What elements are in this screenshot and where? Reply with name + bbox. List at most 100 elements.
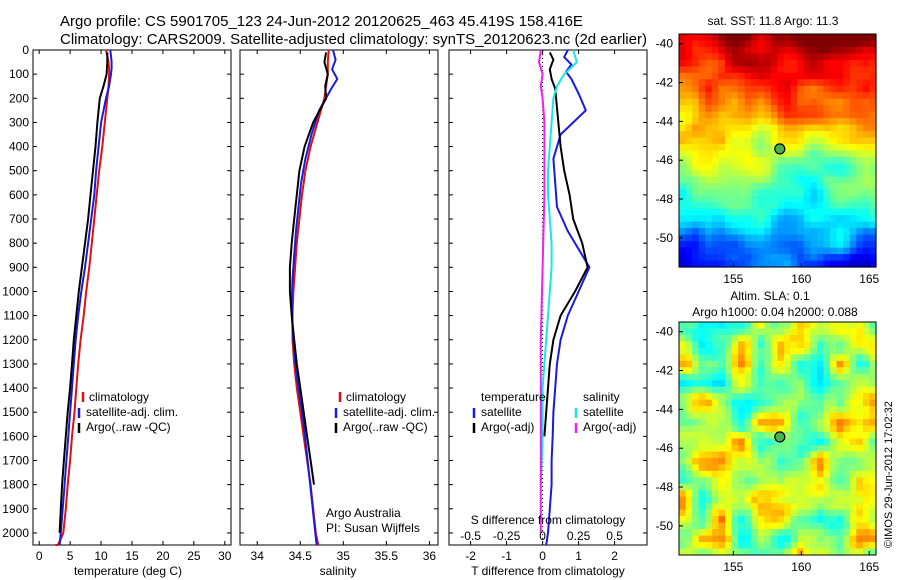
map-cell — [705, 406, 713, 414]
map-cell — [718, 380, 726, 388]
map-cell — [803, 40, 811, 48]
map-cell — [784, 247, 792, 255]
map-cell — [744, 53, 752, 61]
map-cell — [856, 46, 864, 55]
map-cell — [698, 529, 706, 537]
map-cell — [698, 241, 706, 249]
map-cell — [698, 516, 706, 524]
map-cell — [738, 105, 746, 113]
map-cell — [718, 483, 726, 491]
map-cell — [856, 477, 864, 485]
map-cell — [751, 150, 759, 158]
map-cell — [823, 328, 831, 336]
map-cell — [784, 163, 792, 171]
map-cell — [738, 516, 746, 524]
map-cell — [823, 111, 831, 119]
map-cell — [790, 354, 798, 362]
map-cell — [803, 247, 811, 255]
map-cell — [770, 522, 779, 530]
map-cell — [803, 490, 811, 498]
map-cell — [757, 111, 765, 119]
map-cell — [705, 328, 713, 336]
map-cell — [777, 457, 785, 465]
map-cell — [869, 176, 877, 184]
map-cell — [784, 34, 792, 42]
map-cell — [757, 234, 765, 242]
map-cell — [685, 202, 693, 210]
map-cell — [724, 228, 733, 236]
map-cell — [816, 457, 825, 465]
map-cell — [843, 241, 851, 249]
map-cell — [698, 444, 706, 453]
map-cell — [823, 470, 831, 478]
map-cell — [718, 169, 726, 177]
map-cell — [738, 483, 746, 491]
map-cell — [803, 182, 811, 190]
map-cell — [777, 163, 785, 171]
lat-tick-label: -46 — [656, 441, 674, 455]
map-cell — [836, 477, 844, 485]
map-cell — [823, 522, 831, 530]
map-cell — [711, 548, 719, 556]
map-cell — [770, 195, 779, 203]
map-cell — [784, 516, 792, 524]
map-cell — [764, 202, 772, 210]
map-cell — [856, 189, 864, 197]
map-cell — [797, 444, 805, 453]
map-cell — [731, 85, 739, 93]
map-cell — [797, 438, 805, 446]
map-cell — [823, 516, 831, 524]
map-cell — [849, 490, 857, 498]
map-cell — [830, 118, 838, 126]
map-cell — [751, 483, 759, 491]
map-cell — [830, 131, 838, 139]
map-cell — [777, 208, 785, 216]
map-cell — [862, 228, 871, 236]
difference-legend: temperature salinity satellite satellite… — [472, 390, 636, 434]
map-cell — [816, 34, 825, 42]
map-cell — [738, 419, 746, 427]
map-cell — [698, 124, 706, 132]
map-cell — [679, 464, 687, 472]
map-cell — [757, 529, 765, 537]
map-cell — [784, 373, 792, 381]
map-cell — [777, 386, 785, 394]
map-cell — [718, 189, 726, 197]
map-cell — [784, 367, 792, 375]
map-cell — [843, 334, 851, 343]
map-cell — [803, 328, 811, 336]
map-cell — [770, 490, 779, 498]
map-cell — [757, 59, 765, 67]
map-cell — [711, 208, 719, 216]
map-cell — [869, 34, 877, 42]
map-cell — [862, 380, 871, 388]
diff-top-label: S difference from climatology — [471, 513, 626, 527]
map-cell — [797, 347, 805, 355]
map-cell — [843, 182, 851, 190]
map-cell — [849, 354, 857, 362]
map-cell — [744, 529, 752, 537]
map-cell — [692, 438, 700, 446]
map-cell — [797, 542, 805, 550]
map-cell — [777, 46, 785, 55]
map-cell — [869, 354, 877, 362]
map-cell — [823, 66, 831, 74]
map-cell — [679, 72, 687, 80]
map-cell — [803, 66, 811, 74]
map-cell — [698, 182, 706, 190]
map-cell — [711, 40, 719, 48]
map-cell — [744, 322, 752, 330]
map-cell — [724, 150, 733, 158]
map-cell — [764, 406, 772, 414]
map-cell — [869, 360, 877, 368]
map-cell — [810, 92, 818, 100]
map-cell — [764, 522, 772, 530]
map-cell — [830, 360, 838, 368]
map-cell — [705, 483, 713, 491]
map-cell — [718, 522, 726, 530]
lat-tick-label: -44 — [656, 402, 674, 416]
map-cell — [843, 124, 851, 132]
map-cell — [724, 542, 733, 550]
map-cell — [803, 432, 811, 440]
map-cell — [705, 241, 713, 249]
